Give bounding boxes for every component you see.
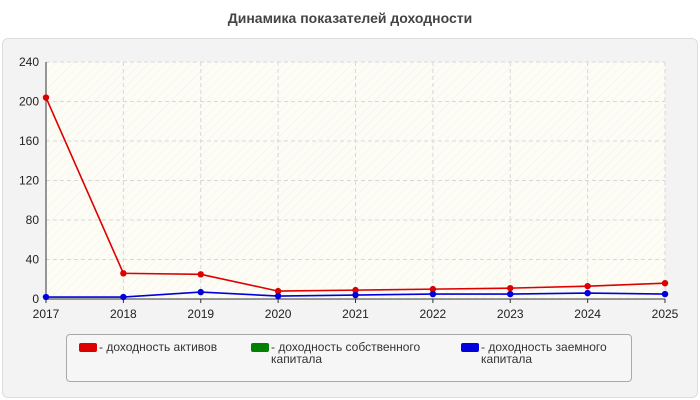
series-lines [42,94,669,301]
y-tick-label: 40 [26,253,40,267]
legend-item-debt: - доходность заемного капитала [461,341,641,365]
data-point-0 [584,282,591,290]
data-point-2 [120,293,127,301]
data-point-0 [661,280,669,287]
data-point-2 [197,288,204,296]
legend-label-assets: - доходность активов [99,340,218,354]
y-tick-label: 240 [19,55,39,69]
x-tick-label: 2021 [342,307,369,321]
legend-label-debt: - доходность заемного капитала [481,340,607,366]
data-point-0 [197,271,204,278]
legend-swatch-blue [461,343,479,352]
data-point-0 [352,286,359,294]
x-tick-label: 2020 [265,307,292,321]
legend-item-equity: - доходность собственного капитала [251,341,431,365]
data-point-0 [507,284,514,292]
x-tick-label: 2019 [187,307,214,321]
chart-title: Динамика показателей доходности [227,10,473,26]
grid-lines [46,61,666,299]
data-point-2 [507,290,514,298]
data-point-0 [120,270,127,277]
x-tick-label: 2023 [497,307,524,321]
data-point-0 [42,94,50,101]
legend-swatch-red [79,343,97,352]
y-tick-label: 80 [26,213,40,227]
data-point-0 [429,285,437,293]
legend-item-assets: - доходность активов [79,341,259,353]
data-point-0 [274,287,282,295]
x-tick-label: 2018 [110,307,137,321]
legend-label-equity: - доходность собственного капитала [271,340,421,366]
legend-swatch-green [251,343,269,352]
data-point-2 [429,290,437,298]
data-point-2 [661,290,669,298]
x-tick-label: 2022 [420,307,447,321]
y-tick-label: 120 [19,174,39,188]
axes: 0 40 80 120 160 200 240 2017 2018 2019 2020 2021 202… [19,55,679,321]
x-tick-label: 2024 [574,307,601,321]
data-point-2 [42,293,50,301]
data-point-2 [352,291,359,299]
y-tick-label: 0 [32,292,39,306]
x-tick-label: 2025 [652,307,679,321]
y-tick-label: 200 [19,95,39,109]
x-tick-label: 2017 [33,307,60,321]
data-point-2 [584,289,591,297]
legend: - доходность активов - доходность собств… [66,334,632,382]
y-tick-label: 160 [19,134,39,148]
data-point-2 [274,292,282,300]
